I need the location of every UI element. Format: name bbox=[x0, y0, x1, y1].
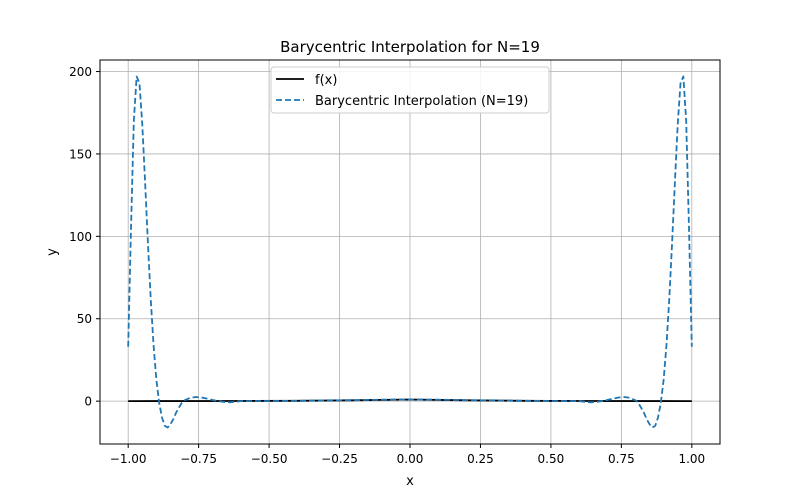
chart-title: Barycentric Interpolation for N=19 bbox=[280, 38, 540, 56]
axis-ticks: −1.00 −0.75 −0.50 −0.25 0.00 0.25 0.50 0.75 1.00… bbox=[69, 65, 705, 466]
legend-label-interpolation: Barycentric Interpolation (N=19) bbox=[315, 94, 528, 109]
legend-box bbox=[270, 66, 550, 114]
series-layer bbox=[127, 75, 693, 429]
x-tick-label: −0.25 bbox=[321, 452, 358, 466]
legend-label-fx: f(x) bbox=[315, 73, 337, 88]
x-tick-label: 1.00 bbox=[678, 452, 705, 466]
y-tick-label: 50 bbox=[77, 312, 92, 326]
y-axis-label: y bbox=[45, 248, 60, 256]
x-tick-label: −1.00 bbox=[110, 452, 147, 466]
series-line-interpolation bbox=[127, 75, 693, 429]
x-axis-label: x bbox=[406, 474, 414, 489]
y-tick-label: 0 bbox=[84, 395, 92, 409]
x-tick-label: 0.00 bbox=[397, 452, 424, 466]
x-tick-label: 0.50 bbox=[538, 452, 565, 466]
y-tick-label: 200 bbox=[69, 65, 92, 79]
x-tick-label: 0.25 bbox=[467, 452, 494, 466]
x-tick-label: −0.50 bbox=[251, 452, 288, 466]
legend: f(x) Barycentric Interpolation (N=19) bbox=[270, 66, 550, 114]
y-tick-label: 100 bbox=[69, 230, 92, 244]
x-tick-label: 0.75 bbox=[608, 452, 635, 466]
y-tick-label: 150 bbox=[69, 147, 92, 161]
x-tick-label: −0.75 bbox=[180, 452, 217, 466]
